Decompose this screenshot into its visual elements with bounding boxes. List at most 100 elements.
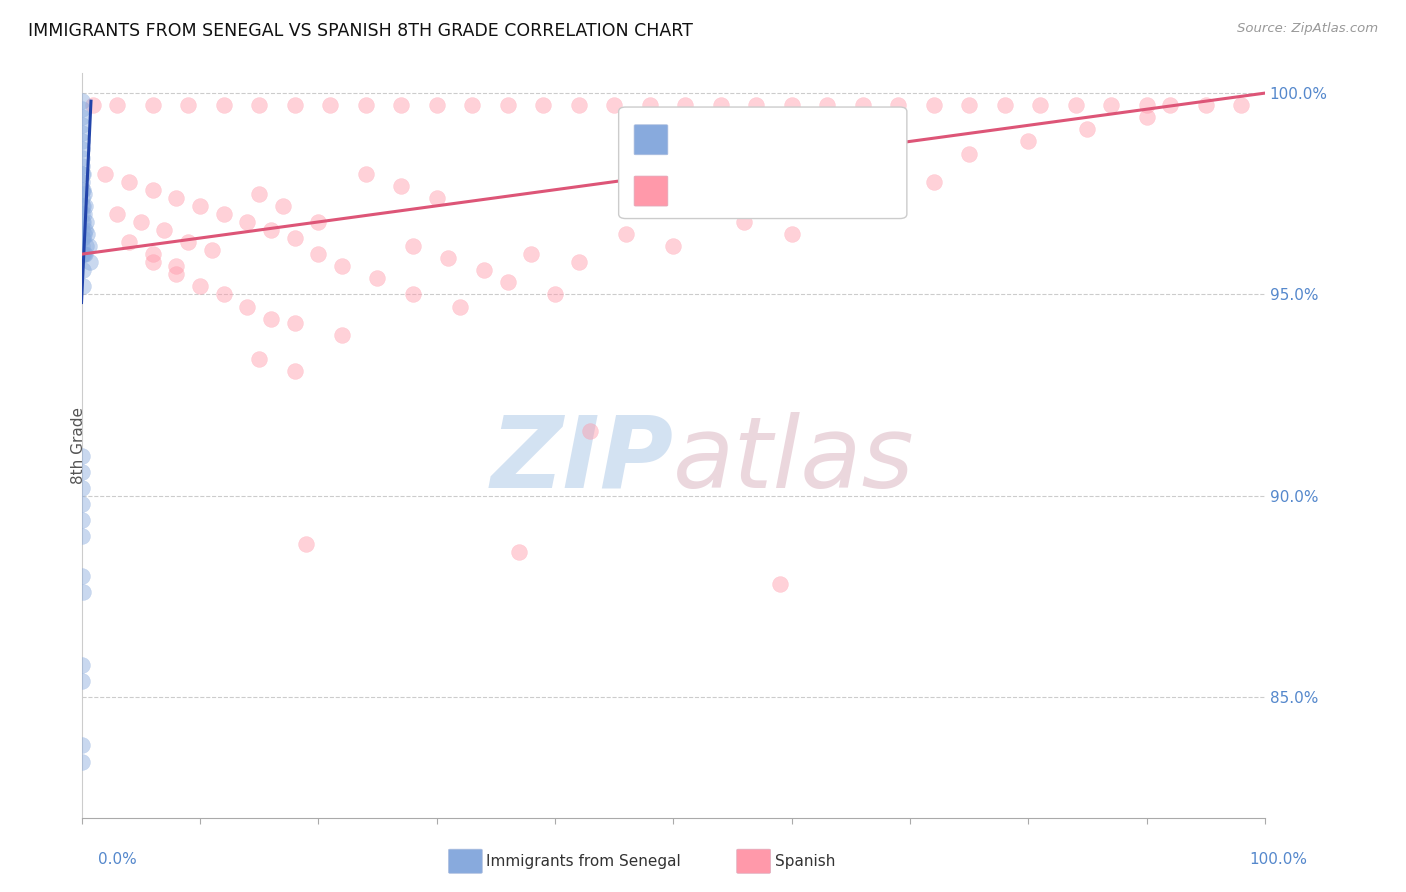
Point [70, 94, 93, 108]
Point [957, 146, 980, 161]
Point [75, 199, 97, 213]
Point [72, 585, 94, 599]
Point [330, 327, 353, 342]
Point [70, 465, 93, 479]
Point [922, 175, 945, 189]
Point [129, 215, 152, 229]
Point [212, 287, 235, 301]
Point [70, 529, 93, 543]
Point [177, 235, 200, 249]
Point [70, 239, 93, 253]
Point [579, 425, 602, 439]
Text: ZIP: ZIP [491, 412, 673, 508]
Point [70, 231, 93, 245]
Point [389, 98, 412, 112]
Point [461, 98, 484, 112]
Point [283, 231, 305, 245]
Point [247, 186, 270, 201]
Point [389, 178, 412, 193]
Point [105, 98, 128, 112]
Point [70, 102, 93, 116]
Point [141, 255, 163, 269]
Point [70, 657, 93, 672]
Point [508, 545, 530, 559]
Point [769, 577, 792, 591]
Point [105, 207, 128, 221]
Text: Source: ZipAtlas.com: Source: ZipAtlas.com [1237, 22, 1378, 36]
Point [165, 260, 187, 274]
Point [141, 183, 163, 197]
Point [673, 98, 696, 112]
Point [993, 98, 1015, 112]
Point [567, 255, 589, 269]
Point [201, 243, 224, 257]
Point [922, 98, 945, 112]
Text: 0.0%: 0.0% [98, 852, 138, 867]
Point [73, 247, 96, 261]
Point [70, 569, 93, 583]
Point [70, 110, 93, 124]
Point [603, 98, 626, 112]
Point [260, 311, 283, 326]
Point [94, 167, 117, 181]
Point [1230, 98, 1253, 112]
Point [72, 263, 94, 277]
Point [73, 227, 96, 241]
Point [875, 199, 897, 213]
Text: N = 52: N = 52 [815, 125, 877, 144]
Point [851, 98, 873, 112]
Point [165, 268, 187, 282]
Point [141, 247, 163, 261]
Point [1099, 98, 1122, 112]
Point [118, 235, 141, 249]
Point [780, 227, 803, 241]
Point [425, 191, 447, 205]
Point [70, 151, 93, 165]
Text: R = 0.307: R = 0.307 [675, 125, 766, 144]
Point [283, 98, 305, 112]
Point [70, 183, 93, 197]
Point [188, 199, 211, 213]
Point [72, 167, 94, 181]
Point [118, 175, 141, 189]
Point [307, 247, 329, 261]
Point [354, 98, 377, 112]
Point [70, 513, 93, 527]
Point [366, 271, 388, 285]
Point [70, 215, 93, 229]
Point [70, 127, 93, 141]
Point [72, 279, 94, 293]
Point [472, 263, 495, 277]
Point [70, 449, 93, 463]
Point [271, 199, 294, 213]
Point [72, 199, 94, 213]
Text: atlas: atlas [673, 412, 915, 508]
Point [1159, 98, 1181, 112]
Point [354, 167, 377, 181]
Point [839, 186, 862, 201]
Point [70, 247, 93, 261]
Point [141, 98, 163, 112]
Point [283, 364, 305, 378]
Point [531, 98, 554, 112]
Point [70, 497, 93, 511]
Point [402, 239, 425, 253]
Point [319, 98, 342, 112]
Point [236, 300, 259, 314]
Point [70, 135, 93, 149]
Point [260, 223, 283, 237]
Point [72, 247, 94, 261]
Point [496, 276, 519, 290]
Point [1017, 135, 1039, 149]
Point [212, 207, 235, 221]
Point [70, 207, 93, 221]
Point [70, 223, 93, 237]
Text: Spanish: Spanish [775, 855, 835, 869]
Point [77, 239, 100, 253]
Point [70, 755, 93, 769]
Point [733, 215, 755, 229]
Text: Immigrants from Senegal: Immigrants from Senegal [486, 855, 682, 869]
Point [70, 167, 93, 181]
Point [247, 98, 270, 112]
Point [165, 191, 187, 205]
